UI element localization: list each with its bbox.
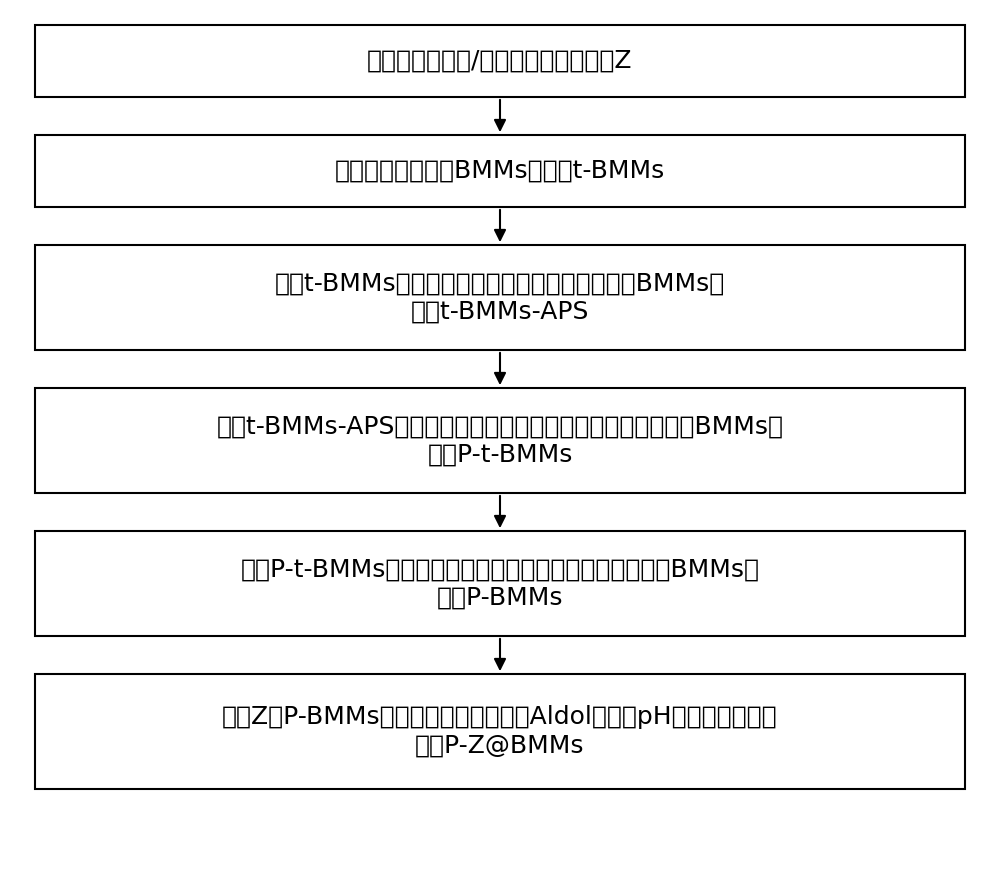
Text: 基于t-BMMs-APS，制备聚丙烯酸类衍生物包覆的未脱模板剂的BMMs，: 基于t-BMMs-APS，制备聚丙烯酸类衍生物包覆的未脱模板剂的BMMs， <box>216 414 784 438</box>
Text: 记为P-Z@BMMs: 记为P-Z@BMMs <box>415 733 585 757</box>
Text: 基于t-BMMs，制备氨基基团修饰的未脱模板剂的BMMs，: 基于t-BMMs，制备氨基基团修饰的未脱模板剂的BMMs， <box>275 271 725 295</box>
Text: 制备未脱模板剂的BMMs，记为t-BMMs: 制备未脱模板剂的BMMs，记为t-BMMs <box>335 159 665 183</box>
FancyBboxPatch shape <box>35 135 965 207</box>
Text: 制备手性联吡啶/联芳基脯氨酸衍生物Z: 制备手性联吡啶/联芳基脯氨酸衍生物Z <box>367 49 633 73</box>
FancyBboxPatch shape <box>35 388 965 493</box>
FancyBboxPatch shape <box>35 674 965 789</box>
Text: 基于P-t-BMMs，制备聚丙烯酸类衍生物包覆的脱模板剂的BMMs，: 基于P-t-BMMs，制备聚丙烯酸类衍生物包覆的脱模板剂的BMMs， <box>240 557 760 581</box>
Text: 记为P-t-BMMs: 记为P-t-BMMs <box>427 443 573 467</box>
Text: 基于Z和P-BMMs，制备用于催化不对称Aldol反应的pH敏感型催化剂，: 基于Z和P-BMMs，制备用于催化不对称Aldol反应的pH敏感型催化剂， <box>222 706 778 730</box>
Text: 记为t-BMMs-APS: 记为t-BMMs-APS <box>411 300 589 324</box>
FancyBboxPatch shape <box>35 245 965 350</box>
Text: 记为P-BMMs: 记为P-BMMs <box>437 586 563 610</box>
FancyBboxPatch shape <box>35 531 965 636</box>
FancyBboxPatch shape <box>35 25 965 97</box>
